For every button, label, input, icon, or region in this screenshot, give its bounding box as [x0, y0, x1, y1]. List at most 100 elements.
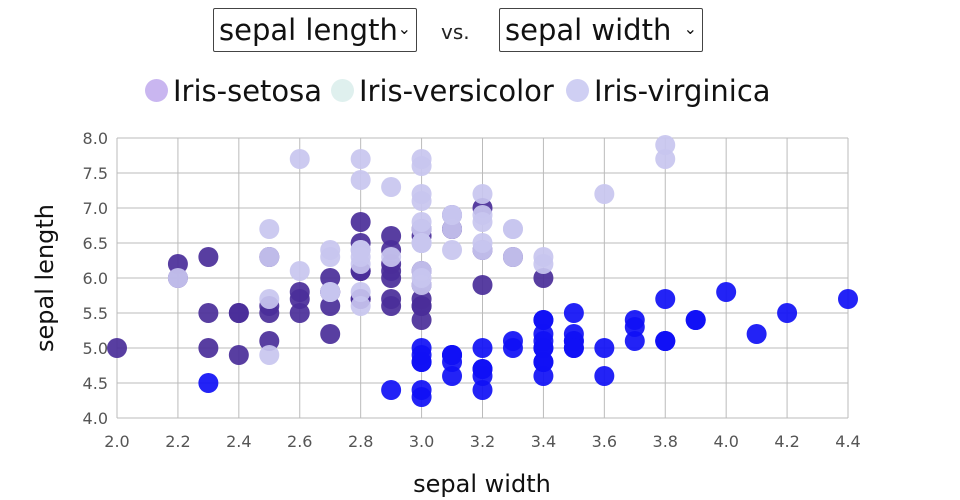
point-iris-virginica	[381, 247, 402, 267]
point-iris-virginica	[411, 219, 432, 239]
point-iris-versicolor	[320, 324, 341, 344]
data-points	[107, 135, 858, 407]
y-axis-select-value: sepal length	[219, 13, 398, 47]
point-iris-versicolor	[381, 268, 402, 288]
point-iris-setosa	[655, 331, 676, 351]
y-tick-label: 6.0	[83, 269, 108, 288]
point-iris-virginica	[259, 247, 280, 267]
y-tick-label: 4.0	[83, 409, 108, 428]
legend-label-virginica: Iris-virginica	[594, 74, 771, 108]
point-iris-versicolor	[381, 226, 402, 246]
point-iris-setosa	[411, 380, 432, 400]
y-tick-label: 5.5	[83, 304, 108, 323]
point-iris-versicolor	[228, 345, 249, 365]
point-iris-setosa	[442, 366, 463, 386]
point-iris-virginica	[289, 149, 310, 169]
point-iris-versicolor	[167, 254, 188, 274]
x-tick-label: 3.6	[592, 432, 617, 451]
point-iris-setosa	[655, 289, 676, 309]
point-iris-versicolor	[472, 275, 493, 295]
point-iris-versicolor	[259, 303, 280, 323]
x-axis-title: sepal width	[413, 470, 551, 498]
point-iris-virginica	[502, 219, 523, 239]
point-iris-versicolor	[198, 303, 219, 323]
point-iris-virginica	[320, 282, 341, 302]
point-iris-virginica	[411, 184, 432, 204]
point-iris-versicolor	[533, 268, 554, 288]
x-tick-label: 3.8	[653, 432, 678, 451]
point-iris-setosa	[716, 282, 737, 302]
point-iris-virginica	[594, 184, 615, 204]
point-iris-virginica	[533, 254, 554, 274]
point-iris-virginica	[502, 247, 523, 267]
point-iris-versicolor	[228, 303, 249, 323]
x-tick-label: 4.4	[835, 432, 860, 451]
point-iris-virginica	[289, 261, 310, 281]
legend-swatch-virginica	[566, 79, 589, 102]
vs-label: vs.	[441, 20, 470, 44]
x-axis-select-value: sepal width	[505, 13, 672, 47]
point-iris-setosa	[533, 331, 554, 351]
point-iris-setosa	[563, 303, 584, 323]
point-iris-virginica	[655, 135, 676, 155]
point-iris-setosa	[502, 338, 523, 358]
point-iris-setosa	[411, 338, 432, 358]
legend: Iris-setosa Iris-versicolor Iris-virgini…	[0, 70, 960, 114]
x-tick-label: 4.2	[774, 432, 799, 451]
x-tick-label: 3.2	[470, 432, 495, 451]
point-iris-setosa	[442, 345, 463, 365]
point-iris-setosa	[563, 338, 584, 358]
point-iris-versicolor	[107, 338, 127, 358]
point-iris-setosa	[472, 338, 493, 358]
x-tick-label: 3.0	[409, 432, 434, 451]
point-iris-virginica	[381, 177, 402, 197]
point-iris-setosa	[594, 338, 615, 358]
y-tick-label: 6.5	[83, 234, 108, 253]
point-iris-setosa	[624, 331, 645, 351]
y-tick-label: 8.0	[83, 129, 108, 148]
point-iris-setosa	[381, 380, 402, 400]
point-iris-setosa	[594, 366, 615, 386]
point-iris-virginica	[472, 212, 493, 232]
x-tick-label: 2.4	[226, 432, 251, 451]
point-iris-setosa	[472, 366, 493, 386]
point-iris-setosa	[777, 303, 798, 323]
point-iris-virginica	[442, 240, 463, 260]
point-iris-versicolor	[411, 310, 432, 330]
point-iris-versicolor	[289, 303, 310, 323]
x-tick-label: 2.0	[104, 432, 129, 451]
point-iris-virginica	[472, 184, 493, 204]
x-tick-label: 2.8	[348, 432, 373, 451]
point-iris-virginica	[442, 219, 463, 239]
point-iris-setosa	[198, 373, 219, 393]
point-iris-setosa	[746, 324, 767, 344]
legend-label-setosa: Iris-setosa	[173, 74, 323, 108]
point-iris-virginica	[411, 233, 432, 253]
y-tick-label: 7.5	[83, 164, 108, 183]
point-iris-virginica	[350, 282, 371, 302]
y-axis-select[interactable]: sepal length ⌄	[213, 8, 417, 52]
point-iris-setosa	[472, 380, 493, 400]
point-iris-versicolor	[198, 338, 219, 358]
axis-selector-bar: sepal length ⌄ vs. sepal width ⌄	[0, 8, 960, 56]
y-tick-label: 5.0	[83, 339, 108, 358]
tick-labels: 2.0 2.2 2.4 2.6 2.8 3.0 3.2 3.4 3.6 3.8 4.0 4.2 4.4 4…	[83, 129, 861, 451]
point-iris-virginica	[350, 296, 371, 316]
point-iris-virginica	[442, 205, 463, 225]
point-iris-virginica	[350, 247, 371, 267]
chevron-down-icon: ⌄	[397, 19, 411, 38]
point-iris-virginica	[411, 149, 432, 169]
y-axis-title: sepal length	[31, 204, 59, 352]
point-iris-versicolor	[259, 331, 280, 351]
point-iris-versicolor	[289, 282, 310, 302]
point-iris-setosa	[624, 317, 645, 337]
point-iris-virginica	[350, 149, 371, 169]
x-axis-select[interactable]: sepal width ⌄	[499, 8, 703, 52]
point-iris-virginica	[259, 289, 280, 309]
legend-swatch-setosa	[145, 79, 168, 102]
legend-label-versicolor: Iris-versicolor	[359, 74, 554, 108]
point-iris-virginica	[350, 170, 371, 190]
point-iris-versicolor	[411, 289, 432, 309]
point-iris-versicolor	[320, 296, 341, 316]
